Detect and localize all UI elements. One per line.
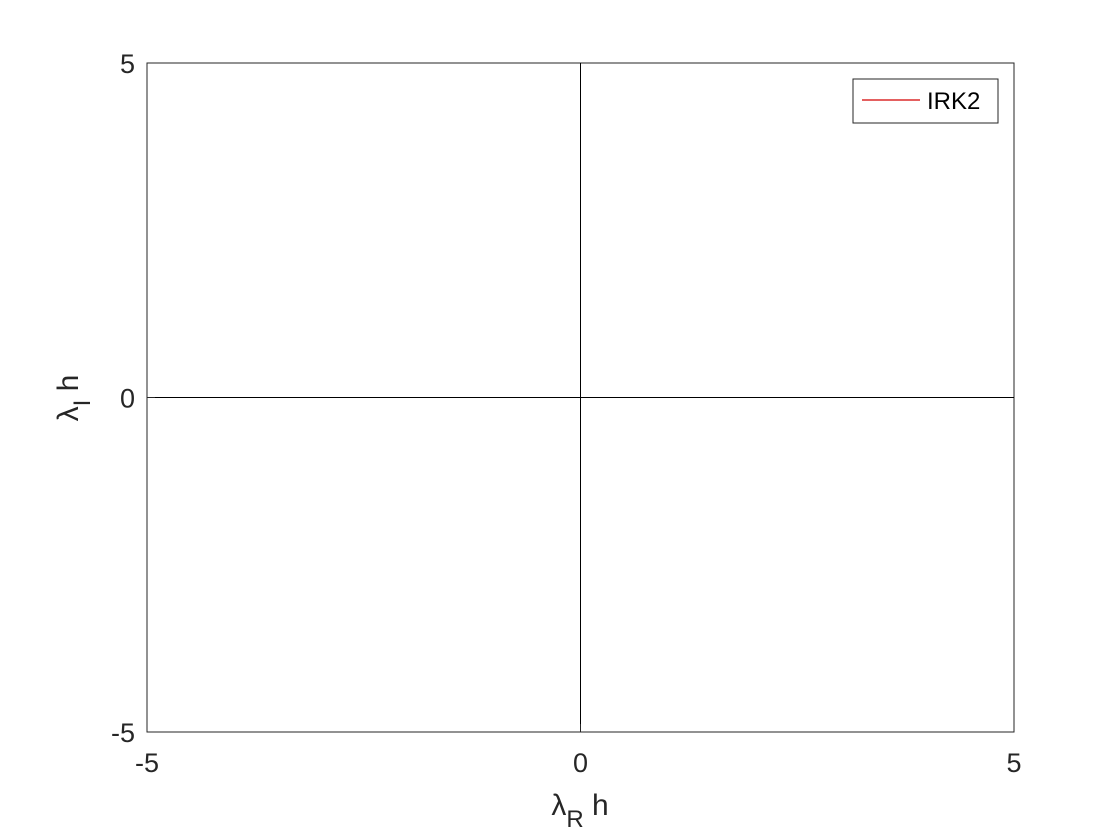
- legend-series-label: IRK2: [927, 88, 980, 115]
- y-axis-label-subscript: I: [69, 400, 96, 407]
- y-axis-ticks: -5 0 5: [111, 49, 155, 748]
- x-axis-label-main: λ: [551, 789, 566, 822]
- x-axis-label-subscript: R: [566, 806, 583, 833]
- x-axis-label-suffix: h: [584, 789, 609, 822]
- x-tick-label: 5: [1006, 748, 1021, 778]
- y-axis-label-suffix: h: [52, 375, 85, 400]
- legend-box: [852, 78, 999, 124]
- y-tick-label: 0: [120, 384, 135, 414]
- x-tick-label: -5: [135, 748, 159, 778]
- plot-area: [146, 62, 1015, 733]
- legend: IRK2: [852, 78, 999, 124]
- y-tick-label: -5: [111, 718, 135, 748]
- x-tick-label: 0: [573, 748, 588, 778]
- y-tick-label: 5: [120, 49, 135, 79]
- x-axis-label: λR h: [551, 789, 608, 833]
- y-axis-label-main: λ: [52, 406, 85, 421]
- y-axis-label: λI h: [52, 375, 96, 422]
- x-axis-ticks: -5 0 5: [135, 724, 1022, 778]
